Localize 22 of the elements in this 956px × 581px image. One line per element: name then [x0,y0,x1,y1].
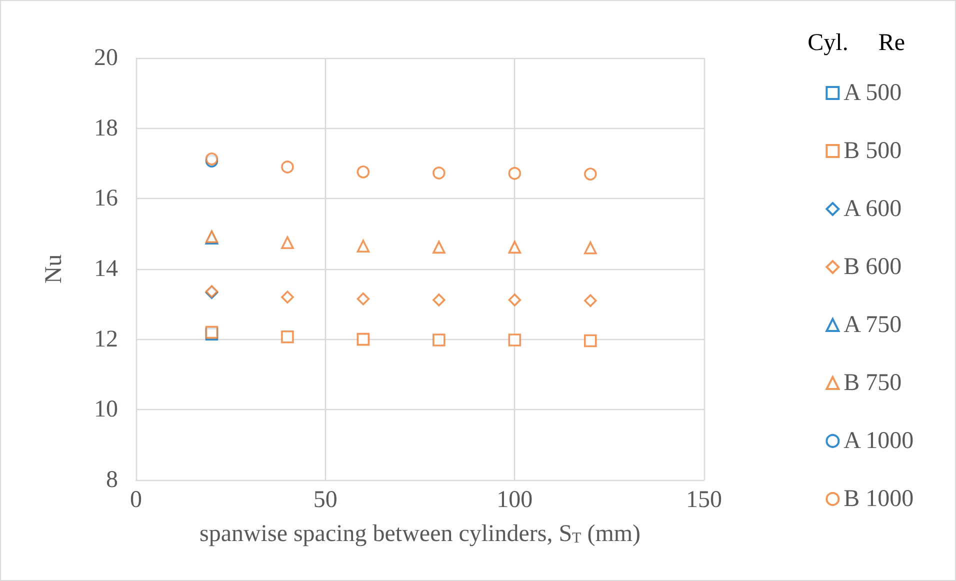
y-tick-label: 16 [94,186,118,212]
y-tick-label: 8 [106,467,118,493]
x-tick-label: 0 [130,487,142,513]
y-tick-label: 12 [94,326,118,352]
legend-label: B 1000 [844,486,914,512]
legend-label: B 500 [844,138,902,164]
y-tick-label: 14 [94,256,118,282]
legend-label: B 750 [844,370,902,396]
legend-label: A 500 [844,80,902,106]
y-tick-label: 20 [94,45,118,71]
y-tick-label: 18 [94,115,118,142]
legend-label: A 750 [844,312,902,338]
legend-label: B 600 [844,254,902,280]
legend-title: Cyl. Re [808,30,906,56]
x-axis-title: spanwise spacing between cylinders, ST (mm) [199,521,641,547]
x-tick-label: 100 [496,487,533,513]
x-tick-label: 50 [313,487,338,513]
y-axis-title: Nu [41,254,67,284]
y-tick-label: 10 [94,396,118,423]
legend-label: A 600 [844,196,902,222]
x-tick-label: 150 [686,487,722,513]
legend-label: A 1000 [844,428,914,454]
